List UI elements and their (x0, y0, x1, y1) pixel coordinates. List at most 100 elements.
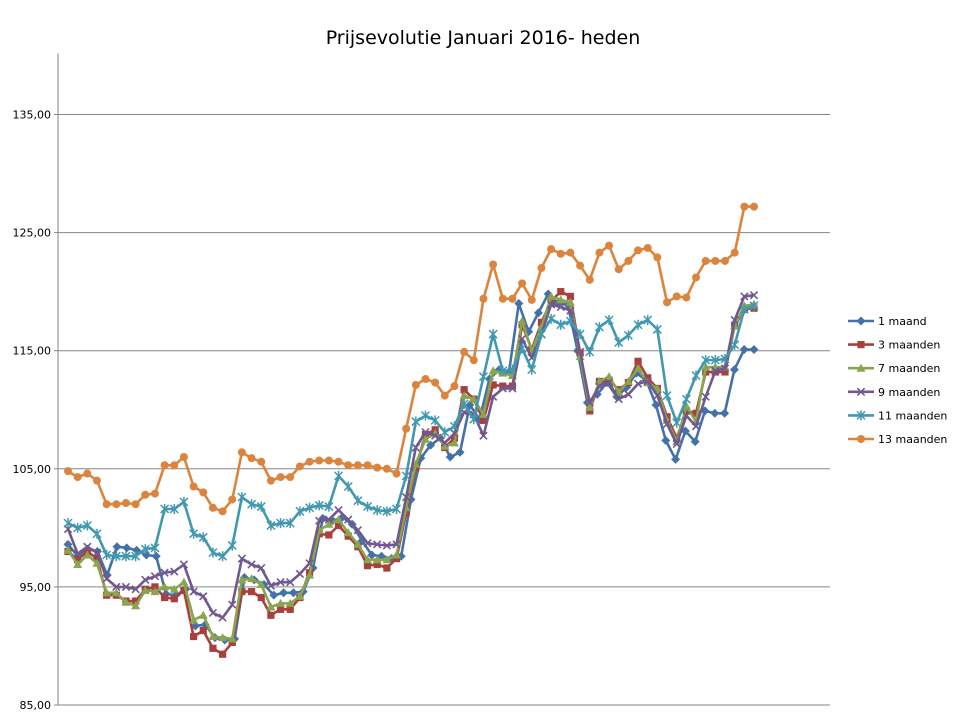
data-point (208, 503, 217, 512)
data-point (288, 588, 298, 598)
data-point (276, 518, 286, 529)
legend-label: 11 maanden (878, 409, 947, 422)
data-point (460, 347, 469, 356)
data-point (199, 592, 208, 601)
data-point (426, 440, 436, 450)
data-point (614, 265, 623, 274)
data-point (363, 539, 372, 548)
data-point (420, 434, 430, 443)
data-point (546, 291, 556, 300)
data-point (83, 469, 92, 478)
data-point (324, 519, 334, 528)
data-point (740, 292, 749, 301)
data-point (517, 316, 527, 325)
data-point (663, 298, 672, 307)
data-point (334, 470, 344, 481)
data-point (276, 605, 285, 613)
data-point (295, 506, 305, 517)
data-point (305, 570, 315, 579)
data-point (566, 306, 575, 315)
data-point (585, 402, 595, 411)
data-point (73, 549, 82, 558)
data-point (305, 502, 315, 513)
data-point (711, 366, 720, 375)
data-point (112, 582, 121, 592)
data-point (353, 526, 363, 535)
data-point (585, 275, 594, 284)
data-point (730, 248, 739, 257)
legend-item: 1 maand (848, 315, 927, 328)
data-point (170, 595, 178, 603)
data-point (488, 392, 498, 401)
data-point (150, 572, 160, 581)
data-point (373, 560, 381, 569)
data-point (382, 464, 391, 473)
data-point (644, 374, 652, 382)
legend-marker (856, 363, 866, 372)
data-point (682, 411, 691, 420)
data-point (594, 322, 604, 333)
data-point (392, 540, 401, 549)
data-point (489, 260, 498, 269)
data-point (112, 542, 122, 552)
y-tick-label: 105,00 (13, 463, 52, 476)
legend-item: 9 maanden (848, 386, 940, 399)
data-point (228, 600, 237, 609)
data-point (266, 602, 276, 611)
data-point (169, 584, 179, 593)
data-point (662, 390, 672, 401)
data-point (557, 288, 565, 296)
data-point (276, 598, 286, 607)
data-point (575, 329, 585, 340)
data-point (256, 501, 266, 512)
data-point (228, 495, 237, 504)
data-point (643, 377, 652, 386)
data-point (449, 438, 459, 447)
data-point (469, 414, 479, 425)
data-point (604, 372, 614, 381)
data-point (286, 473, 295, 482)
data-point (121, 582, 131, 592)
data-point (373, 463, 382, 472)
chart-title: Prijsevolutie Januari 2016- heden (326, 27, 641, 49)
data-point (189, 528, 199, 539)
data-point (739, 345, 749, 355)
data-point (624, 390, 633, 399)
data-point (315, 456, 324, 465)
data-point (228, 638, 236, 647)
y-tick-label: 95,00 (20, 581, 52, 594)
data-point (730, 339, 740, 350)
data-point (257, 563, 266, 573)
data-point (382, 506, 392, 517)
data-point (218, 633, 228, 642)
data-point (691, 370, 701, 381)
data-point (373, 540, 382, 549)
legend: 1 maand 3 maanden 7 maanden 9 maanden 11 maa… (848, 315, 947, 446)
data-point (324, 501, 334, 512)
data-point (604, 314, 614, 325)
data-point (431, 378, 440, 387)
data-point (247, 499, 257, 510)
data-point (624, 256, 633, 265)
data-point (556, 249, 565, 258)
data-point (121, 597, 131, 606)
data-point (286, 578, 295, 587)
data-point (353, 461, 362, 470)
data-point (739, 304, 749, 315)
data-point (344, 532, 352, 540)
data-point (682, 293, 691, 302)
data-point (73, 522, 83, 533)
legend-marker (856, 387, 866, 396)
data-point (343, 528, 353, 537)
data-point (721, 368, 729, 376)
legend-marker (856, 410, 866, 421)
data-point (237, 575, 247, 584)
data-point (547, 245, 556, 254)
data-point (633, 363, 643, 372)
data-point (623, 376, 633, 385)
data-point (160, 582, 170, 591)
data-point (247, 588, 256, 596)
data-point (460, 386, 468, 394)
